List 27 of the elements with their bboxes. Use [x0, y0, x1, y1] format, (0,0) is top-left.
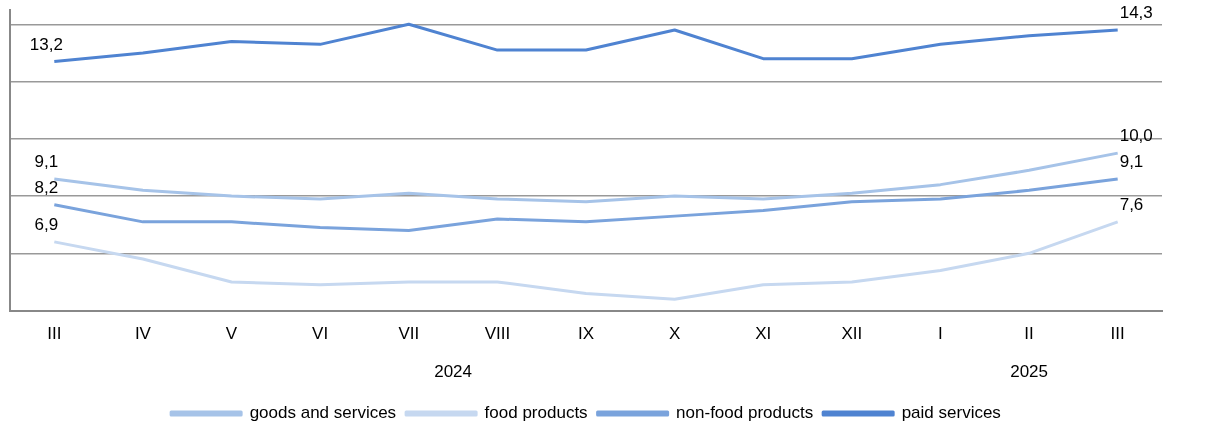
data-label: 8,2	[34, 177, 59, 197]
x-tick-label: III	[47, 324, 62, 344]
legend-label: food products	[484, 403, 588, 423]
x-tick-label: IX	[577, 324, 595, 344]
data-label: 9,1	[1119, 152, 1144, 172]
data-label: 7,6	[1119, 195, 1144, 215]
x-tick-label: VIII	[484, 324, 511, 344]
x-tick-label: I	[938, 324, 943, 344]
data-label: 9,1	[34, 152, 59, 172]
data-label: 10,0	[1119, 126, 1153, 146]
data-label: 13,2	[29, 34, 63, 54]
x-tick-label: XI	[755, 324, 772, 344]
data-label: 6,9	[34, 215, 59, 235]
legend-label: goods and services	[249, 403, 397, 423]
x-tick-label: III	[1110, 324, 1125, 344]
x-tick-label: XII	[841, 324, 863, 344]
text: 2025	[1010, 362, 1048, 382]
x-tick-label: V	[225, 324, 238, 344]
legend-label: paid services	[901, 403, 1001, 423]
text: 2024	[434, 362, 472, 382]
x-tick-label: X	[668, 324, 681, 344]
x-tick-label: IV	[134, 324, 152, 344]
x-tick-label: VII	[398, 324, 420, 344]
data-label: 14,3	[1119, 3, 1153, 23]
legend-label: non-food products	[676, 403, 814, 423]
x-tick-label: VI	[312, 324, 329, 344]
x-tick-label: II	[1024, 324, 1034, 344]
